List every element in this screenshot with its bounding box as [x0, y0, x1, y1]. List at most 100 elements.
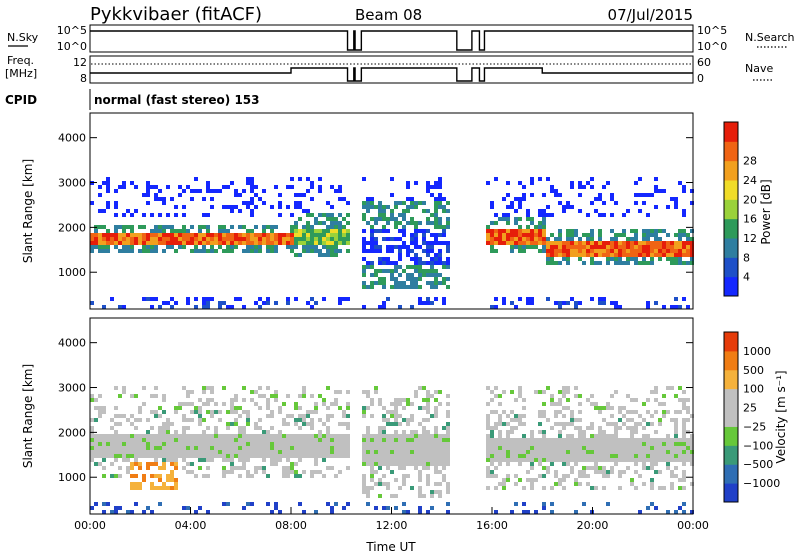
heatmap-cell: [138, 446, 142, 450]
heatmap-cell: [538, 390, 542, 394]
heatmap-cell: [242, 426, 246, 430]
heatmap-cell: [198, 454, 202, 458]
heatmap-cell: [162, 237, 166, 241]
heatmap-cell: [230, 233, 234, 237]
heatmap-cell: [642, 201, 646, 205]
heatmap-cell: [334, 237, 338, 241]
heatmap-cell: [134, 438, 138, 442]
heatmap-cell: [370, 217, 374, 221]
heatmap-cell: [122, 213, 126, 217]
heatmap-cell: [494, 454, 498, 458]
heatmap-cell: [526, 442, 530, 446]
heatmap-cell: [610, 237, 614, 241]
heatmap-cell: [210, 450, 214, 454]
heatmap-cell: [494, 233, 498, 237]
heatmap-cell: [326, 434, 330, 438]
heatmap-cell: [366, 221, 370, 225]
heatmap-cell: [174, 450, 178, 454]
heatmap-cell: [446, 462, 450, 466]
heatmap-cell: [202, 237, 206, 241]
heatmap-cell: [434, 201, 438, 205]
heatmap-cell: [194, 297, 198, 301]
heatmap-cell: [186, 426, 190, 430]
heatmap-cell: [182, 430, 186, 434]
heatmap-cell: [418, 301, 422, 305]
heatmap-cell: [634, 470, 638, 474]
heatmap-cell: [546, 454, 550, 458]
heatmap-cell: [226, 237, 230, 241]
heatmap-cell: [198, 458, 202, 462]
heatmap-cell: [278, 213, 282, 217]
heatmap-cell: [442, 478, 446, 482]
heatmap-cell: [130, 181, 134, 185]
heatmap-cell: [194, 510, 198, 514]
heatmap-cell: [202, 297, 206, 301]
heatmap-cell: [434, 462, 438, 466]
heatmap-cell: [218, 305, 222, 309]
heatmap-cell: [402, 450, 406, 454]
heatmap-cell: [366, 430, 370, 434]
heatmap-cell: [114, 213, 118, 217]
heatmap-cell: [398, 273, 402, 277]
heatmap-cell: [486, 418, 490, 422]
heatmap-cell: [194, 237, 198, 241]
heatmap-cell: [378, 478, 382, 482]
heatmap-cell: [570, 245, 574, 249]
heatmap-cell: [582, 434, 586, 438]
colorbar-tick-label: 500: [743, 364, 764, 377]
heatmap-cell: [390, 434, 394, 438]
heatmap-cell: [534, 233, 538, 237]
heatmap-cell: [434, 438, 438, 442]
cpid-text: normal (fast stereo) 153: [94, 93, 260, 107]
heatmap-cell: [502, 450, 506, 454]
heatmap-cell: [610, 446, 614, 450]
heatmap-cell: [690, 454, 694, 458]
heatmap-cell: [318, 394, 322, 398]
heatmap-cell: [506, 442, 510, 446]
heatmap-cell: [290, 213, 294, 217]
heatmap-cell: [198, 466, 202, 470]
heatmap-cell: [270, 438, 274, 442]
heatmap-cell: [638, 414, 642, 418]
heatmap-cell: [134, 418, 138, 422]
heatmap-cell: [122, 181, 126, 185]
heatmap-cell: [618, 406, 622, 410]
heatmap-cell: [530, 486, 534, 490]
heatmap-cell: [494, 410, 498, 414]
heatmap-cell: [234, 237, 238, 241]
heatmap-cell: [530, 229, 534, 233]
heatmap-cell: [566, 434, 570, 438]
heatmap-cell: [154, 486, 158, 490]
heatmap-cell: [442, 233, 446, 237]
heatmap-cell: [346, 438, 350, 442]
heatmap-cell: [634, 233, 638, 237]
heatmap-cell: [94, 502, 98, 506]
heatmap-cell: [150, 482, 154, 486]
heatmap-cell: [662, 486, 666, 490]
heatmap-cell: [398, 229, 402, 233]
heatmap-cell: [226, 438, 230, 442]
heatmap-cell: [242, 466, 246, 470]
heatmap-cell: [270, 450, 274, 454]
heatmap-cell: [114, 506, 118, 510]
heatmap-cell: [190, 462, 194, 466]
heatmap-cell: [634, 398, 638, 402]
heatmap-cell: [678, 249, 682, 253]
heatmap-cell: [326, 253, 330, 257]
heatmap-cell: [418, 269, 422, 273]
heatmap-cell: [194, 406, 198, 410]
heatmap-cell: [534, 458, 538, 462]
heatmap-cell: [374, 241, 378, 245]
heatmap-cell: [246, 438, 250, 442]
heatmap-cell: [598, 430, 602, 434]
heatmap-cell: [662, 414, 666, 418]
heatmap-cell: [398, 462, 402, 466]
heatmap-cell: [314, 446, 318, 450]
heatmap-cell: [154, 454, 158, 458]
heatmap-cell: [122, 454, 126, 458]
heatmap-cell: [242, 454, 246, 458]
heatmap-cell: [554, 249, 558, 253]
heatmap-cell: [150, 241, 154, 245]
colorbar-swatch: [724, 199, 738, 220]
heatmap-cell: [690, 446, 694, 450]
